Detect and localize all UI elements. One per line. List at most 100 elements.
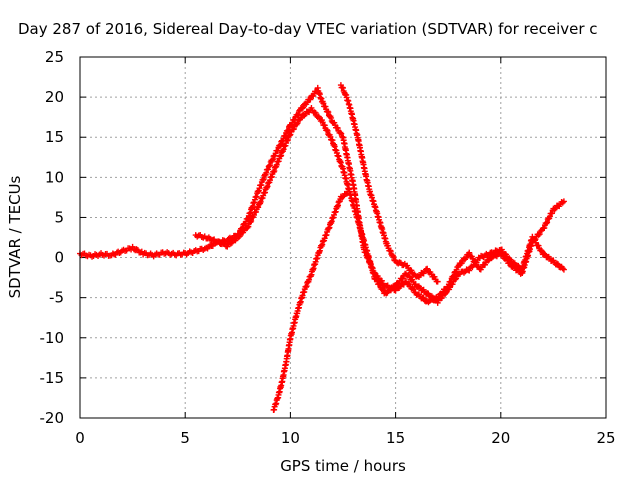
y-tick-label: 10 [45, 168, 64, 186]
data-point [560, 266, 567, 273]
data-point [244, 224, 251, 231]
data-point [546, 213, 553, 220]
data-point [482, 261, 489, 268]
data-point [535, 231, 542, 238]
data-point [443, 289, 450, 296]
data-point [541, 250, 548, 257]
data-point [392, 283, 399, 290]
data-point [253, 208, 260, 215]
data-point [312, 109, 319, 116]
data-point [470, 262, 477, 269]
data-point [410, 286, 417, 293]
y-tick-label: 25 [45, 48, 64, 66]
data-point [503, 251, 510, 258]
data-point [340, 84, 346, 91]
data-point [269, 156, 276, 163]
y-tick-label: 15 [45, 128, 64, 146]
data-point [434, 278, 441, 285]
y-tick-label: -15 [40, 369, 65, 387]
data-point [469, 255, 476, 262]
data-point [235, 233, 242, 240]
data-point [324, 108, 331, 115]
y-axis-label: SDTVAR / TECUs [6, 175, 24, 298]
data-point [544, 219, 551, 226]
data-point [548, 210, 555, 217]
data-point [406, 281, 413, 288]
data-point [463, 254, 470, 261]
data-point [277, 141, 284, 148]
data-point [338, 130, 345, 137]
y-axis-ticks: 25 20 15 10 5 0 -5 -10 -15 -20 [40, 48, 606, 427]
data-point [337, 129, 344, 136]
y-tick-label: 5 [54, 208, 64, 226]
data-point [535, 242, 542, 249]
data-point [248, 217, 255, 224]
data-point [458, 260, 465, 267]
chart-title: Day 287 of 2016, Sidereal Day-to-day VTE… [18, 20, 598, 38]
data-point [541, 224, 548, 231]
data-series-4 [337, 82, 441, 285]
data-point [543, 220, 550, 227]
data-point [376, 281, 383, 288]
data-point [453, 275, 460, 282]
data-point [560, 198, 567, 205]
data-point [236, 233, 243, 239]
data-point [328, 114, 335, 121]
data-point [290, 125, 297, 132]
y-tick-label: 0 [54, 249, 64, 267]
data-point [559, 199, 566, 206]
data-point [250, 212, 257, 219]
x-tick-label: 0 [75, 429, 85, 447]
data-point [383, 290, 390, 297]
data-point [466, 249, 473, 256]
y-tick-label: -5 [49, 289, 64, 307]
data-point [322, 103, 329, 110]
data-point [294, 120, 301, 127]
plot-frame [79, 56, 607, 419]
data-point [311, 109, 318, 116]
data-point [339, 194, 346, 201]
data-point [321, 122, 328, 129]
data-point [320, 100, 327, 107]
data-point [452, 276, 459, 283]
x-tick-label: 15 [386, 429, 405, 447]
data-point [298, 105, 305, 112]
data-point [267, 162, 274, 169]
x-tick-label: 5 [180, 429, 190, 447]
data-point [344, 190, 351, 197]
data-point [438, 294, 445, 301]
data-series-3 [270, 190, 351, 413]
data-point [339, 133, 346, 140]
data-point [284, 128, 291, 135]
data-point [227, 240, 234, 247]
x-tick-label: 20 [491, 429, 510, 447]
data-points [77, 82, 567, 413]
x-tick-label: 25 [596, 429, 615, 447]
data-point [529, 233, 536, 240]
data-point [390, 253, 397, 260]
data-point [300, 104, 307, 111]
data-point [449, 281, 456, 288]
data-point [323, 126, 330, 133]
data-point [327, 133, 334, 140]
x-tick-label: 10 [281, 429, 300, 447]
data-point [247, 219, 254, 226]
data-point [325, 109, 332, 116]
data-point [424, 265, 431, 272]
data-point [324, 127, 331, 134]
data-point [538, 247, 545, 254]
data-point [553, 260, 560, 267]
y-tick-label: -20 [40, 409, 65, 427]
data-point [334, 125, 341, 132]
data-point [485, 257, 492, 264]
data-point [559, 265, 566, 272]
data-point [536, 231, 543, 238]
y-tick-label: 20 [45, 88, 64, 106]
x-axis-label: GPS time / hours [280, 457, 406, 475]
data-point [406, 273, 413, 280]
data-point [409, 285, 416, 292]
data-point [466, 267, 473, 274]
grid [80, 57, 606, 418]
data-point [307, 96, 314, 103]
